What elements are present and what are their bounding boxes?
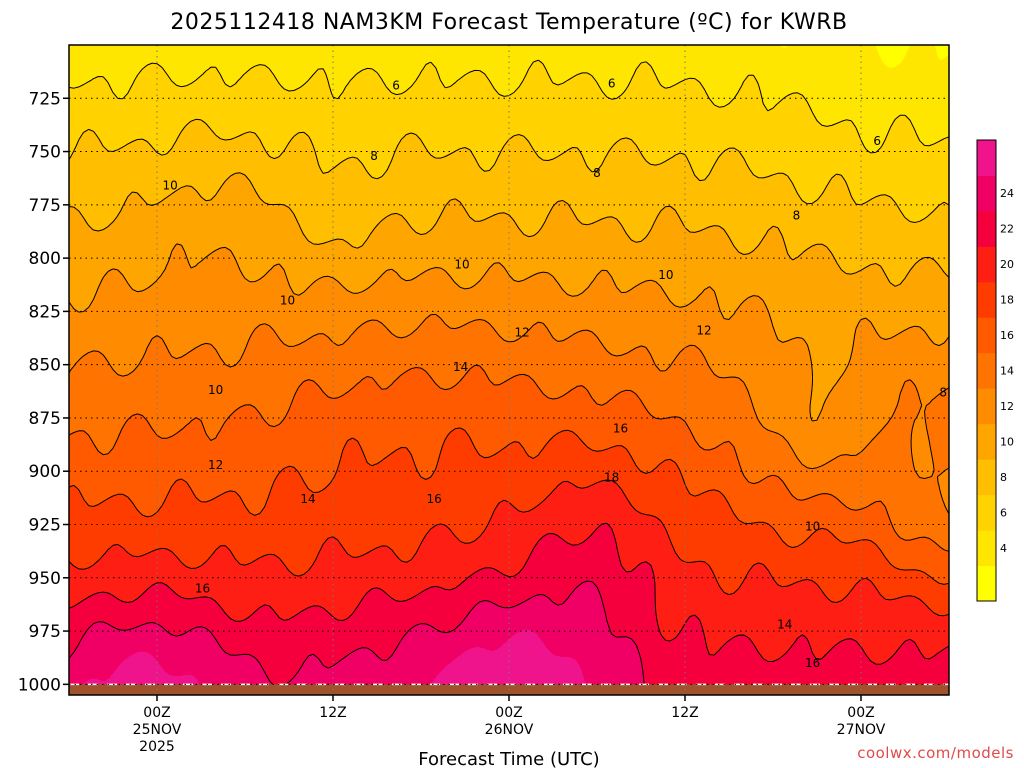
colorbar-swatch-12 [977, 140, 996, 176]
contour-label-15: 12 [208, 458, 223, 472]
x-tick-label-0-3: 2025 [139, 739, 175, 755]
x-tick-label-2-1: 00Z [495, 705, 522, 721]
contour-label-2: 6 [873, 134, 881, 148]
contour-label-19: 16 [613, 422, 628, 436]
contour-label-1: 6 [608, 76, 616, 90]
colorbar-label-14: 14 [1000, 365, 1014, 378]
x-axis-label: Forecast Time (UTC) [418, 749, 599, 768]
colorbar-label-4: 4 [1000, 542, 1007, 555]
contour-label-3: 8 [370, 149, 378, 163]
colorbar-frame [976, 139, 997, 602]
contour-10 [69, 172, 949, 287]
contour-label-5: 8 [793, 208, 801, 222]
colorbar-label-12: 12 [1000, 400, 1014, 413]
x-tick-label-0-1: 00Z [143, 705, 170, 721]
plot-area: 6 6 6 8 8 8 8 10 10 10 10 10 10 12 12 12 14 14 14 16 16 16 16 1… [69, 45, 949, 695]
colorbar-swatch-11 [977, 175, 996, 212]
colorbar-swatch-4 [977, 423, 996, 460]
colorbar-swatch-6 [977, 352, 996, 389]
contour-lines [69, 59, 949, 695]
contour-label-0: 6 [392, 78, 400, 92]
colorbar-swatch-0 [977, 565, 996, 602]
contour-label-21: 16 [195, 581, 210, 595]
contour-labels: 6 6 6 8 8 8 8 10 10 10 10 10 10 12 12 12 14 14 14 16 16 16 16 1… [163, 76, 947, 670]
colorbar-label-10: 10 [1000, 435, 1014, 448]
credit-text: coolwx.com/models [857, 744, 1014, 762]
y-tick-label-775: 775 [29, 196, 61, 216]
contour-label-20: 16 [427, 492, 442, 506]
x-tick-label-0-2: 25NOV [133, 722, 182, 738]
y-tick-label-925: 925 [29, 516, 61, 536]
colorbar-label-8: 8 [1000, 471, 1007, 484]
colorbar-swatch-5 [977, 388, 996, 425]
contour-label-17: 14 [300, 492, 315, 506]
y-tick-label-875: 875 [29, 409, 61, 429]
contour-20 [69, 479, 949, 617]
contour-label-10: 10 [280, 294, 295, 308]
y-tick-label-725: 725 [29, 89, 61, 109]
y-tick-label-900: 900 [29, 462, 61, 482]
contour-18 [69, 427, 949, 585]
y-tick-label-750: 750 [29, 143, 61, 163]
contour-label-22: 16 [805, 656, 820, 670]
contour-24 [69, 580, 684, 695]
y-tick-label-950: 950 [29, 569, 61, 589]
colorbar-label-22: 22 [1000, 223, 1014, 236]
contour-6 [69, 59, 949, 154]
colorbar-swatch-2 [977, 494, 996, 531]
y-tick-label-825: 825 [29, 302, 61, 322]
colorbar-swatch-10 [977, 210, 996, 247]
colorbar-label-18: 18 [1000, 294, 1014, 307]
contour-label-12: 10 [805, 520, 820, 534]
contour-12 [69, 243, 949, 422]
contour-16 [69, 364, 949, 552]
contour-label-4: 8 [593, 166, 601, 180]
chart-title: 2025112418 NAM3KM Forecast Temperature (… [170, 10, 847, 35]
contour-label-11: 10 [208, 383, 223, 397]
y-tick-label-800: 800 [29, 249, 61, 269]
contour-label-8: 10 [454, 258, 469, 272]
grid-lines [69, 45, 949, 695]
contour-label-13: 12 [515, 326, 530, 340]
contour-label-9: 10 [658, 268, 673, 282]
colorbar-label-20: 20 [1000, 258, 1014, 271]
contour-14 [69, 313, 949, 514]
y-tick-label-975: 975 [29, 622, 61, 642]
contour-label-14: 12 [696, 324, 711, 338]
contour-label-23: 18 [604, 471, 619, 485]
y-axis: 725 750 775 800 825 850 875 900 925 950 975 1000 [18, 89, 69, 695]
contour-label-7: 10 [163, 179, 178, 193]
colorbar-label-16: 16 [1000, 329, 1014, 342]
colorbar-swatch-1 [977, 530, 996, 567]
x-tick-label-3-1: 12Z [671, 705, 698, 721]
colorbar: 4 6 8 10 12 14 16 18 20 22 24 [976, 139, 1014, 602]
colorbar-label-24: 24 [1000, 187, 1014, 200]
x-tick-label-1-1: 12Z [319, 705, 346, 721]
colorbar-swatch-8 [977, 281, 996, 318]
colorbar-swatch-3 [977, 459, 996, 496]
y-tick-label-1000: 1000 [18, 675, 61, 695]
contour-label-6: 8 [939, 385, 947, 399]
contour-label-18: 14 [777, 618, 792, 632]
y-tick-label-850: 850 [29, 356, 61, 376]
x-tick-label-2-2: 26NOV [485, 722, 534, 738]
contour-22 [69, 522, 949, 665]
contour-label-16: 14 [453, 360, 468, 374]
colorbar-swatch-9 [977, 246, 996, 283]
x-tick-label-4-1: 00Z [847, 705, 874, 721]
x-tick-label-4-2: 27NOV [837, 722, 886, 738]
colorbar-label-6: 6 [1000, 506, 1007, 519]
colorbar-swatch-7 [977, 317, 996, 354]
